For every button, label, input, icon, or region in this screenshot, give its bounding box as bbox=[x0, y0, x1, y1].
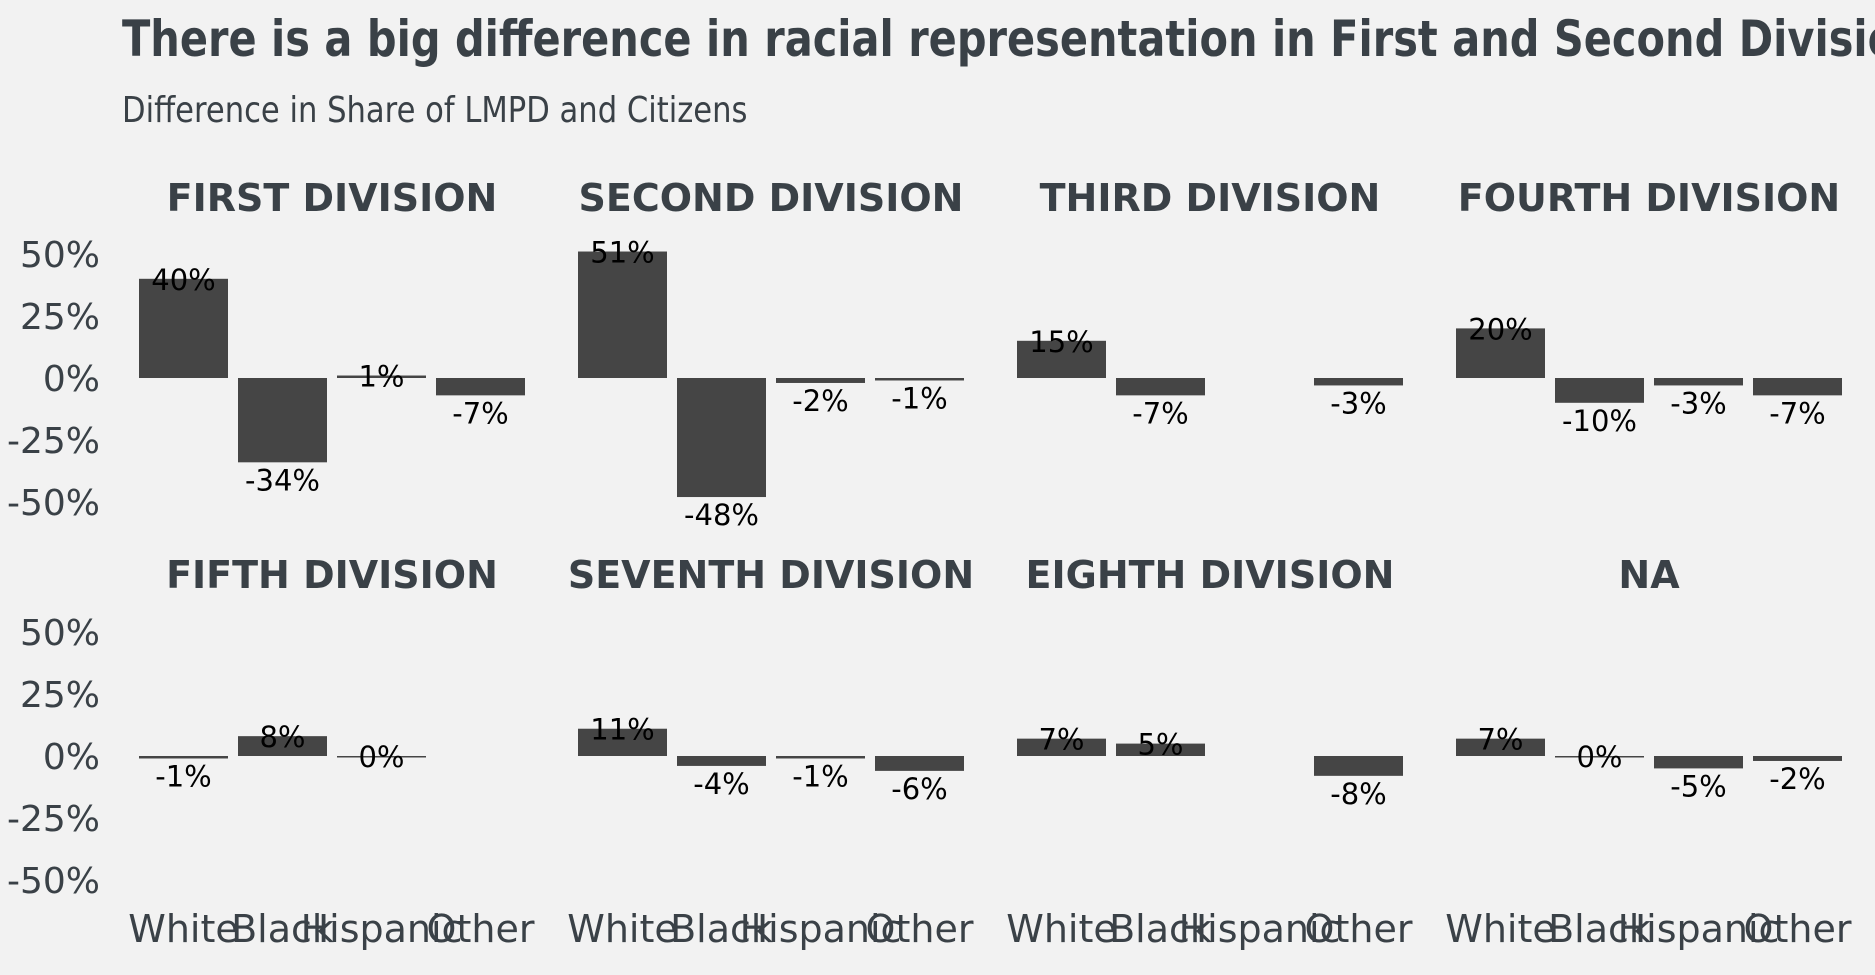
x-tick-label-other: Other bbox=[866, 907, 974, 951]
data-label-na-hispanic: -5% bbox=[1670, 769, 1726, 803]
panel-title-second-division: SECOND DIVISION bbox=[579, 176, 964, 220]
y-tick-label: -25% bbox=[7, 421, 100, 462]
x-tick-label-other: Other bbox=[1744, 907, 1852, 951]
data-label-seventh-division-hispanic: -1% bbox=[792, 759, 848, 793]
data-label-fourth-division-hispanic: -3% bbox=[1670, 386, 1726, 420]
data-label-first-division-white: 40% bbox=[151, 263, 215, 297]
bar-second-division-other bbox=[875, 378, 964, 381]
bar-na-black bbox=[1555, 756, 1644, 758]
panel-title-fourth-division: FOURTH DIVISION bbox=[1458, 176, 1840, 220]
bar-fourth-division-hispanic bbox=[1654, 378, 1743, 386]
panel-title-fifth-division: FIFTH DIVISION bbox=[166, 553, 498, 597]
y-tick-label: 0% bbox=[43, 359, 100, 400]
x-tick-label-white: White bbox=[567, 907, 678, 951]
bar-na-other bbox=[1753, 756, 1842, 761]
data-label-fifth-division-hispanic: 0% bbox=[358, 740, 404, 774]
panel-title-na: NA bbox=[1618, 553, 1680, 597]
x-tick-label-black: Black bbox=[1109, 907, 1212, 951]
x-tick-label-white: White bbox=[128, 907, 239, 951]
data-label-first-division-black: -34% bbox=[245, 463, 320, 497]
x-tick-label-other: Other bbox=[1305, 907, 1413, 951]
chart-subtitle: Difference in Share of LMPD and Citizens bbox=[122, 90, 748, 131]
bar-na-white bbox=[1456, 738, 1545, 756]
y-tick-label: 25% bbox=[20, 675, 100, 716]
x-tick-label-hispanic: Hispanic bbox=[740, 907, 902, 951]
y-tick-label: 50% bbox=[20, 235, 100, 276]
bar-first-division-black bbox=[238, 378, 327, 463]
data-label-second-division-hispanic: -2% bbox=[792, 384, 848, 418]
data-label-fifth-division-white: -1% bbox=[155, 759, 211, 793]
bar-na-hispanic bbox=[1654, 756, 1743, 769]
x-tick-label-white: White bbox=[1006, 907, 1117, 951]
bar-second-division-hispanic bbox=[776, 378, 865, 383]
x-tick-label-hispanic: Hispanic bbox=[1179, 907, 1341, 951]
data-label-second-division-white: 51% bbox=[590, 236, 654, 270]
bar-seventh-division-hispanic bbox=[776, 756, 865, 759]
bar-seventh-division-other bbox=[875, 756, 964, 771]
data-label-second-division-other: -1% bbox=[891, 381, 947, 415]
data-label-seventh-division-other: -6% bbox=[891, 772, 947, 806]
panel-title-first-division: FIRST DIVISION bbox=[167, 176, 498, 220]
data-label-fourth-division-white: 20% bbox=[1468, 312, 1532, 346]
bar-eighth-division-black bbox=[1116, 743, 1205, 756]
data-label-fourth-division-black: -10% bbox=[1562, 404, 1637, 438]
data-label-fifth-division-black: 8% bbox=[259, 720, 305, 754]
data-label-na-black: 0% bbox=[1576, 740, 1622, 774]
x-tick-label-white: White bbox=[1445, 907, 1556, 951]
data-label-first-division-hispanic: 1% bbox=[358, 360, 404, 394]
data-label-eighth-division-white: 7% bbox=[1038, 723, 1084, 757]
bar-second-division-white bbox=[578, 251, 667, 378]
data-label-third-division-white: 15% bbox=[1029, 325, 1093, 359]
bar-first-division-hispanic bbox=[337, 375, 426, 378]
y-tick-label: 50% bbox=[20, 613, 100, 654]
data-label-eighth-division-other: -8% bbox=[1330, 777, 1386, 811]
bar-third-division-white bbox=[1017, 340, 1106, 378]
data-label-eighth-division-black: 5% bbox=[1137, 728, 1183, 762]
x-tick-label-hispanic: Hispanic bbox=[1618, 907, 1780, 951]
data-label-fourth-division-other: -7% bbox=[1769, 396, 1825, 430]
panel-title-eighth-division: EIGHTH DIVISION bbox=[1026, 553, 1395, 597]
panel-title-third-division: THIRD DIVISION bbox=[1040, 176, 1381, 220]
data-label-na-white: 7% bbox=[1477, 723, 1523, 757]
data-label-seventh-division-black: -4% bbox=[693, 767, 749, 801]
data-label-first-division-other: -7% bbox=[452, 396, 508, 430]
x-tick-label-black: Black bbox=[1548, 907, 1651, 951]
chart-title: There is a big difference in racial repr… bbox=[122, 10, 1875, 68]
data-label-seventh-division-white: 11% bbox=[590, 713, 654, 747]
bar-eighth-division-white bbox=[1017, 738, 1106, 756]
bar-first-division-other bbox=[436, 378, 525, 396]
x-tick-label-black: Black bbox=[231, 907, 334, 951]
bar-fifth-division-hispanic bbox=[337, 756, 426, 758]
y-tick-label: 25% bbox=[20, 297, 100, 338]
bar-fifth-division-white bbox=[139, 756, 228, 759]
x-tick-label-hispanic: Hispanic bbox=[301, 907, 463, 951]
bar-second-division-black bbox=[677, 378, 766, 498]
y-tick-label: -50% bbox=[7, 861, 100, 902]
data-label-na-other: -2% bbox=[1769, 762, 1825, 796]
bar-fourth-division-white bbox=[1456, 328, 1545, 378]
data-label-third-division-other: -3% bbox=[1330, 386, 1386, 420]
x-tick-label-black: Black bbox=[670, 907, 773, 951]
bar-seventh-division-black bbox=[677, 756, 766, 766]
bar-first-division-white bbox=[139, 278, 228, 378]
y-tick-label: -50% bbox=[7, 483, 100, 524]
data-label-second-division-black: -48% bbox=[684, 498, 759, 532]
bar-seventh-division-white bbox=[578, 728, 667, 756]
bar-fourth-division-black bbox=[1555, 378, 1644, 403]
panel-title-seventh-division: SEVENTH DIVISION bbox=[568, 553, 974, 597]
y-tick-label: -25% bbox=[7, 799, 100, 840]
bar-fourth-division-other bbox=[1753, 378, 1842, 396]
bar-third-division-other bbox=[1314, 378, 1403, 386]
bar-eighth-division-other bbox=[1314, 756, 1403, 776]
data-label-third-division-black: -7% bbox=[1132, 396, 1188, 430]
bar-third-division-black bbox=[1116, 378, 1205, 396]
bar-fifth-division-black bbox=[238, 736, 327, 756]
x-tick-label-other: Other bbox=[427, 907, 535, 951]
y-tick-label: 0% bbox=[43, 737, 100, 778]
